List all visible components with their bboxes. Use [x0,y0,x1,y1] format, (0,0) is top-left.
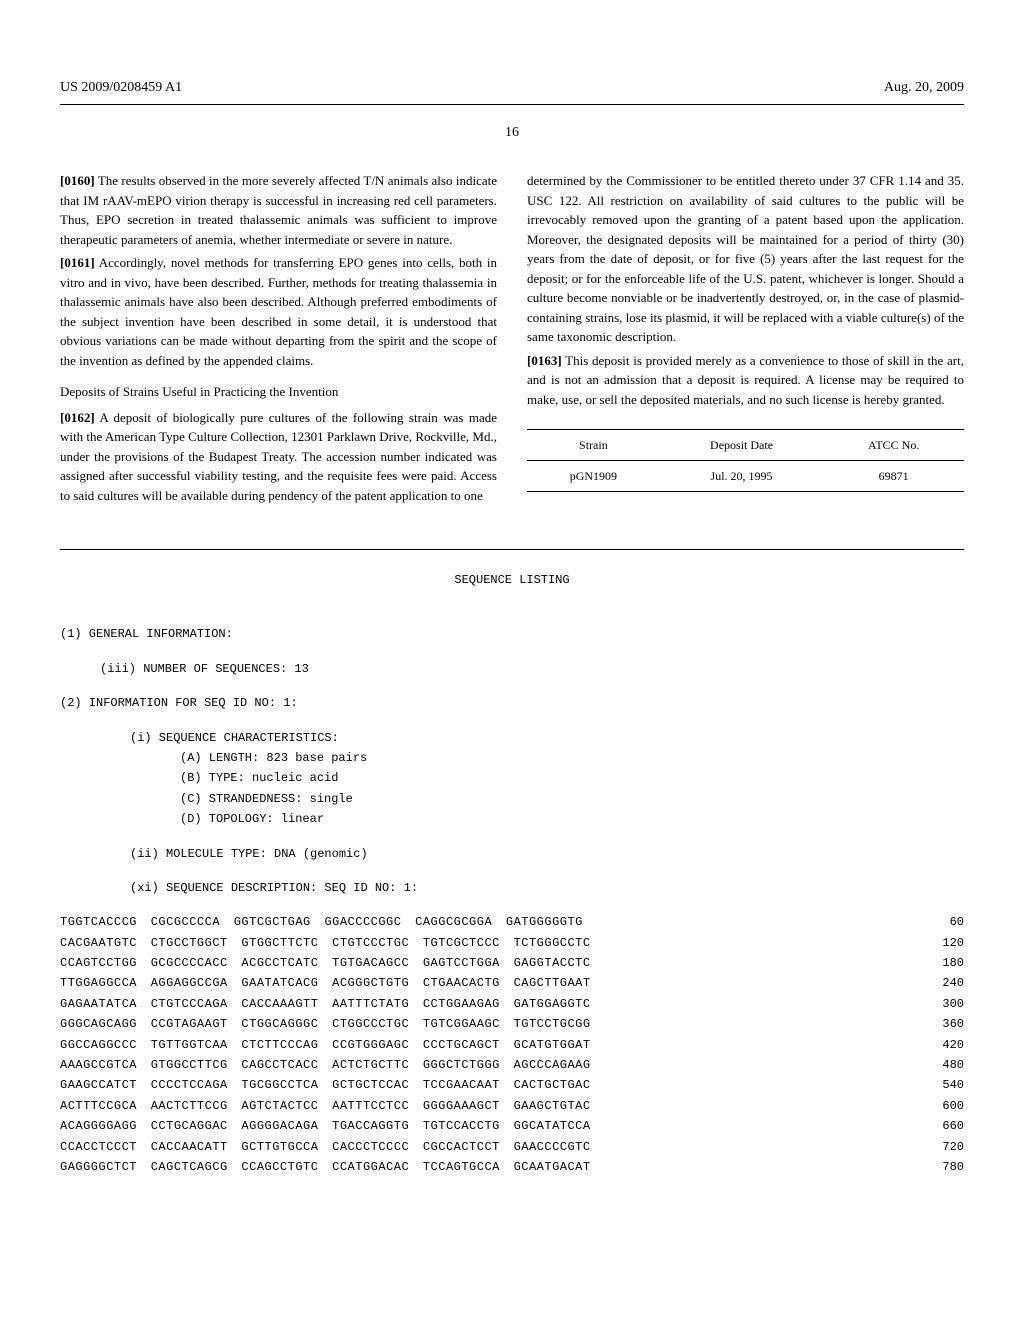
text-columns: [0160] The results observed in the more … [60,171,964,509]
para-num-0160: [0160] [60,173,95,188]
th-strain: Strain [527,430,660,461]
sequence-data: AAAGCCGTCA GTGGCCTTCG CAGCCTCACC ACTCTGC… [60,1055,591,1075]
sequence-position: 360 [914,1014,964,1034]
char-topology: (D) TOPOLOGY: linear [180,809,964,829]
sequence-row: CACGAATGTC CTGCCTGGCT GTGGCTTCTC CTGTCCC… [60,933,964,953]
seq-info-label: (2) INFORMATION FOR SEQ ID NO: 1: [60,693,964,713]
page-number: 16 [60,125,964,141]
sequence-data: ACTTTCCGCA AACTCTTCCG AGTCTACTCC AATTTCC… [60,1096,591,1116]
th-atcc-no: ATCC No. [823,430,964,461]
sequence-data: TTGGAGGCCA AGGAGGCCGA GAATATCACG ACGGGCT… [60,973,591,993]
paragraph-0162: [0162] A deposit of biologically pure cu… [60,408,497,506]
sequence-position: 480 [914,1055,964,1075]
sequence-position: 240 [914,973,964,993]
sequence-position: 120 [914,933,964,953]
sequence-data: GAGAATATCA CTGTCCCAGA CACCAAAGTT AATTTCT… [60,994,591,1014]
general-info-label: (1) GENERAL INFORMATION: [60,624,964,644]
sequence-data: GGGCAGCAGG CCGTAGAAGT CTGGCAGGGC CTGGCCC… [60,1014,591,1034]
sequence-row: GAAGCCATCT CCCCTCCAGA TGCGGCCTCA GCTGCTC… [60,1075,964,1095]
molecule-type: (ii) MOLECULE TYPE: DNA (genomic) [130,844,964,864]
sequence-row: GAGAATATCA CTGTCCCAGA CACCAAAGTT AATTTCT… [60,994,964,1014]
td-deposit-date: Jul. 20, 1995 [660,461,824,492]
num-sequences: (iii) NUMBER OF SEQUENCES: 13 [100,659,964,679]
sequence-row: AAAGCCGTCA GTGGCCTTCG CAGCCTCACC ACTCTGC… [60,1055,964,1075]
sequence-data: GAAGCCATCT CCCCTCCAGA TGCGGCCTCA GCTGCTC… [60,1075,591,1095]
sequence-position: 300 [914,994,964,1014]
sequence-data: TGGTCACCCG CGCGCCCCA GGTCGCTGAG GGACCCCG… [60,912,583,932]
char-length: (A) LENGTH: 823 base pairs [180,748,964,768]
para-num-0162: [0162] [60,410,95,425]
char-strandedness: (C) STRANDEDNESS: single [180,789,964,809]
publication-date: Aug. 20, 2009 [884,80,964,96]
section-heading: Deposits of Strains Useful in Practicing… [60,382,497,402]
sequence-row: ACAGGGGAGG CCTGCAGGAC AGGGGACAGA TGACCAG… [60,1116,964,1136]
publication-number: US 2009/0208459 A1 [60,80,182,96]
sequence-data: GGCCAGGCCC TGTTGGTCAA CTCTTCCCAG CCGTGGG… [60,1035,591,1055]
para-text-0163: This deposit is provided merely as a con… [527,353,964,407]
td-strain: pGN1909 [527,461,660,492]
seq-characteristics: (i) SEQUENCE CHARACTERISTICS: [130,728,964,748]
sequence-position: 60 [914,912,964,932]
sequence-position: 720 [914,1137,964,1157]
header-divider [60,104,964,105]
sequence-row: CCACCTCCCT CACCAACATT GCTTGTGCCA CACCCTC… [60,1137,964,1157]
sequence-position: 780 [914,1157,964,1177]
para-text-0161: Accordingly, novel methods for transferr… [60,255,497,368]
sequence-position: 420 [914,1035,964,1055]
sequence-title: SEQUENCE LISTING [60,570,964,590]
sequence-data: CCAGTCCTGG GCGCCCCACC ACGCCTCATC TGTGACA… [60,953,591,973]
para-num-0163: [0163] [527,353,562,368]
sequence-position: 180 [914,953,964,973]
td-atcc-no: 69871 [823,461,964,492]
sequence-data: CCACCTCCCT CACCAACATT GCTTGTGCCA CACCCTC… [60,1137,591,1157]
sequence-data-block: TGGTCACCCG CGCGCCCCA GGTCGCTGAG GGACCCCG… [60,912,964,1177]
sequence-row: ACTTTCCGCA AACTCTTCCG AGTCTACTCC AATTTCC… [60,1096,964,1116]
para-text-0160: The results observed in the more severel… [60,173,497,247]
left-column: [0160] The results observed in the more … [60,171,497,509]
sequence-row: TTGGAGGCCA AGGAGGCCGA GAATATCACG ACGGGCT… [60,973,964,993]
para-num-0161: [0161] [60,255,95,270]
deposit-table: Strain Deposit Date ATCC No. pGN1909 Jul… [527,429,964,492]
table-header-row: Strain Deposit Date ATCC No. [527,430,964,461]
char-type: (B) TYPE: nucleic acid [180,768,964,788]
sequence-row: CCAGTCCTGG GCGCCCCACC ACGCCTCATC TGTGACA… [60,953,964,973]
sequence-position: 540 [914,1075,964,1095]
paragraph-0161: [0161] Accordingly, novel methods for tr… [60,253,497,370]
sequence-position: 660 [914,1116,964,1136]
sequence-row: GGCCAGGCCC TGTTGGTCAA CTCTTCCCAG CCGTGGG… [60,1035,964,1055]
sequence-data: CACGAATGTC CTGCCTGGCT GTGGCTTCTC CTGTCCC… [60,933,591,953]
th-deposit-date: Deposit Date [660,430,824,461]
sequence-data: ACAGGGGAGG CCTGCAGGAC AGGGGACAGA TGACCAG… [60,1116,591,1136]
sequence-listing: SEQUENCE LISTING (1) GENERAL INFORMATION… [60,549,964,1177]
right-column: determined by the Commissioner to be ent… [527,171,964,509]
table-row: pGN1909 Jul. 20, 1995 69871 [527,461,964,492]
paragraph-0163: [0163] This deposit is provided merely a… [527,351,964,410]
sequence-row: GAGGGGCTCT CAGCTCAGCG CCAGCCTGTC CCATGGA… [60,1157,964,1177]
para-text-0162: A deposit of biologically pure cultures … [60,410,497,503]
seq-description: (xi) SEQUENCE DESCRIPTION: SEQ ID NO: 1: [130,878,964,898]
sequence-position: 600 [914,1096,964,1116]
paragraph-0160: [0160] The results observed in the more … [60,171,497,249]
sequence-data: GAGGGGCTCT CAGCTCAGCG CCAGCCTGTC CCATGGA… [60,1157,591,1177]
sequence-row: TGGTCACCCG CGCGCCCCA GGTCGCTGAG GGACCCCG… [60,912,964,932]
paragraph-continuation: determined by the Commissioner to be ent… [527,171,964,347]
sequence-row: GGGCAGCAGG CCGTAGAAGT CTGGCAGGGC CTGGCCC… [60,1014,964,1034]
